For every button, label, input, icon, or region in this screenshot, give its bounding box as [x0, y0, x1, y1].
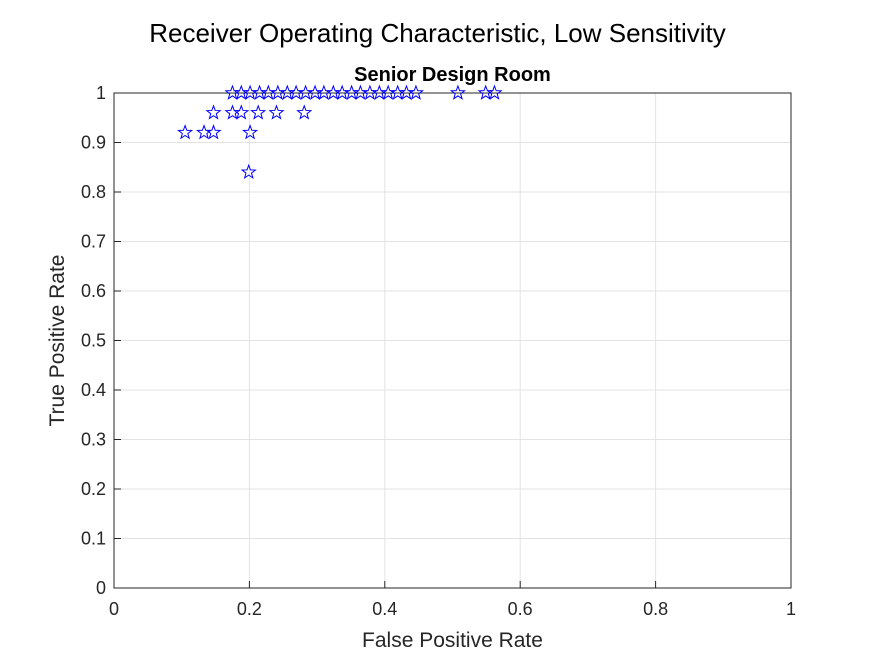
data-point-star: [296, 104, 313, 120]
x-tick-label: 0.4: [372, 599, 397, 619]
x-tick-label: 1: [786, 599, 796, 619]
data-point-star: [242, 124, 259, 140]
y-tick-label: 0.3: [81, 430, 106, 450]
x-tick-label: 0.2: [237, 599, 262, 619]
y-tick-label: 0: [96, 578, 106, 598]
x-axis-label: False Positive Rate: [362, 629, 543, 652]
y-tick-labels: 0 0.1 0.2 0.3 0.4 0.5 0.6 0.7 0.8 0.9 1: [81, 83, 106, 598]
data-point-star: [407, 84, 424, 100]
x-tick-label: 0.8: [643, 599, 668, 619]
x-tick-label: 0: [109, 599, 119, 619]
data-point-star: [177, 124, 194, 140]
y-tick-label: 0.4: [81, 380, 106, 400]
y-tick-label: 0.2: [81, 479, 106, 499]
figure-title: Receiver Operating Characteristic, Low S…: [149, 18, 726, 48]
y-tick-label: 0.6: [81, 281, 106, 301]
data-point-star: [449, 84, 466, 100]
y-tick-label: 0.8: [81, 182, 106, 202]
y-tick-label: 1: [96, 83, 106, 103]
data-point-star: [205, 104, 222, 120]
grid-lines: [113, 92, 792, 589]
y-tick-label: 0.9: [81, 133, 106, 153]
data-point-star: [240, 163, 257, 180]
data-points: [177, 84, 503, 180]
x-tick-labels: 0 0.2 0.4 0.6 0.8 1: [109, 599, 796, 619]
data-point-star: [268, 104, 285, 120]
data-point-star: [233, 104, 250, 120]
y-axis-label: True Positive Rate: [46, 255, 69, 427]
tick-marks: [113, 92, 792, 589]
data-point-star: [486, 84, 503, 100]
axes-subtitle: Senior Design Room: [354, 64, 551, 86]
y-tick-label: 0.7: [81, 232, 106, 252]
data-point-star: [205, 124, 222, 140]
x-tick-label: 0.6: [508, 599, 533, 619]
y-tick-label: 0.5: [81, 331, 106, 351]
data-point-star: [250, 104, 267, 120]
y-tick-label: 0.1: [81, 529, 106, 549]
